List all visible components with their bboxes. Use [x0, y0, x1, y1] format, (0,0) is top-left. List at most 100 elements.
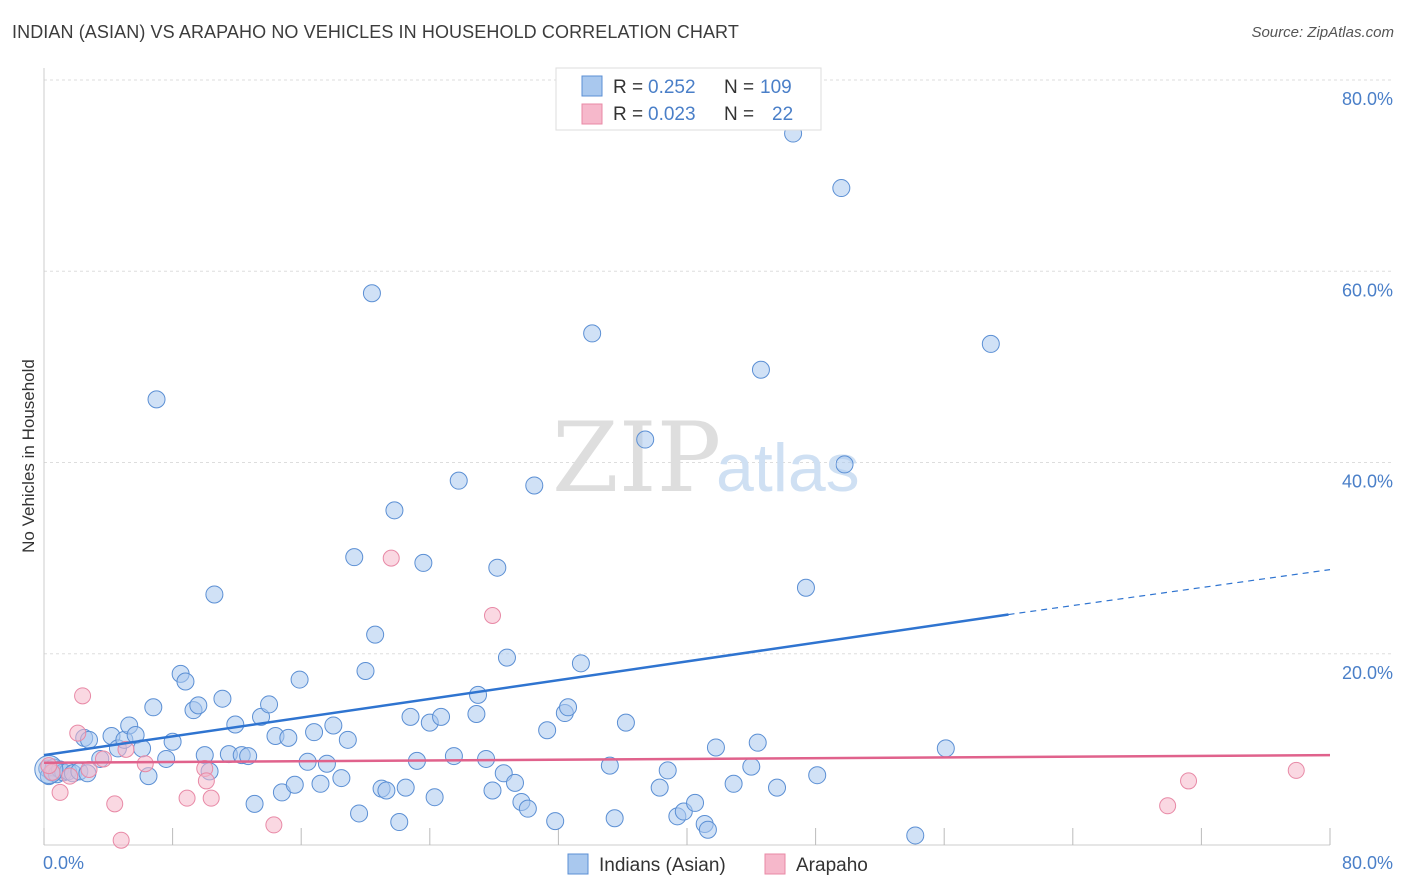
data-point-indians-asian	[698, 820, 717, 839]
stats-legend-swatch-blue	[581, 75, 603, 97]
data-point-indians-asian	[189, 696, 208, 715]
y-tick-label: 80.0%	[1342, 89, 1393, 109]
data-point-arapaho	[197, 772, 215, 790]
data-point-indians-asian	[605, 809, 624, 828]
data-point-indians-asian	[768, 778, 787, 797]
data-point-indians-asian	[751, 360, 770, 379]
data-point-arapaho	[94, 750, 112, 768]
data-point-arapaho	[40, 757, 58, 775]
data-point-indians-asian	[366, 625, 385, 644]
chart-title: INDIAN (ASIAN) VS ARAPAHO NO VEHICLES IN…	[12, 22, 739, 42]
data-point-indians-asian	[616, 713, 635, 732]
data-point-arapaho	[112, 831, 130, 849]
data-point-indians-asian	[317, 754, 336, 773]
x-tick-label: 0.0%	[43, 853, 84, 873]
data-point-indians-asian	[396, 778, 415, 797]
data-point-indians-asian	[290, 670, 309, 689]
data-point-indians-asian	[600, 756, 619, 775]
data-point-indians-asian	[583, 324, 602, 343]
data-point-indians-asian	[401, 707, 420, 726]
data-point-indians-asian	[488, 558, 507, 577]
axes	[43, 68, 1331, 846]
data-point-indians-asian	[147, 390, 166, 409]
data-point-indians-asian	[285, 775, 304, 794]
legend-swatch-arapaho	[764, 853, 786, 875]
stats-legend-r-label: R =	[613, 77, 643, 98]
data-point-indians-asian	[832, 179, 851, 198]
data-point-indians-asian	[245, 794, 264, 813]
data-point-indians-asian	[176, 672, 195, 691]
stats-legend-n-value: 22	[772, 104, 793, 125]
data-point-indians-asian	[444, 747, 463, 766]
data-point-arapaho	[202, 789, 220, 807]
stats-legend-r-value: 0.023	[648, 104, 696, 125]
data-point-indians-asian	[742, 757, 761, 776]
data-point-indians-asian	[497, 648, 516, 667]
data-point-arapaho	[265, 816, 283, 834]
watermark: ZIP atlas	[552, 402, 860, 514]
data-point-indians-asian	[226, 715, 245, 734]
data-point-indians-asian	[906, 826, 925, 845]
trend-line-indians-asian	[43, 613, 1009, 757]
data-point-indians-asian	[356, 661, 375, 680]
data-point-arapaho	[80, 760, 98, 778]
watermark-atlas: atlas	[716, 430, 860, 506]
data-point-indians-asian	[279, 728, 298, 747]
data-point-indians-asian	[449, 471, 468, 490]
data-point-indians-asian	[338, 730, 357, 749]
data-point-indians-asian	[835, 455, 854, 474]
trend-lines	[43, 569, 1331, 765]
data-point-indians-asian	[390, 813, 409, 832]
data-point-indians-asian	[686, 793, 705, 812]
data-point-arapaho	[1287, 761, 1305, 779]
stats-legend-r-label: R =	[613, 104, 643, 125]
data-point-indians-asian	[305, 723, 324, 742]
data-point-indians-asian	[546, 812, 565, 831]
data-point-indians-asian	[414, 553, 433, 572]
watermark-zip: ZIP	[552, 402, 721, 514]
stats-legend: R = 0.252 N = 109 R = 0.023 N = 22	[555, 67, 822, 131]
data-point-indians-asian	[362, 284, 381, 303]
data-point-indians-asian	[469, 685, 488, 704]
data-point-arapaho	[74, 687, 92, 705]
data-point-indians-asian	[724, 774, 743, 793]
trend-line-indians-asian-extension	[1008, 569, 1331, 616]
y-tick-label: 40.0%	[1342, 472, 1393, 492]
data-point-indians-asian	[636, 430, 655, 449]
data-point-arapaho	[117, 740, 135, 758]
data-point-indians-asian	[981, 334, 1000, 353]
data-point-arapaho	[51, 783, 69, 801]
data-point-indians-asian	[796, 578, 815, 597]
y-axis-label: No Vehicles in Household	[19, 359, 38, 553]
stats-legend-n-label: N =	[724, 104, 754, 125]
stats-legend-swatch-pink	[581, 103, 603, 125]
tick-labels: 20.0% 40.0% 60.0% 80.0% 0.0% 80.0%	[43, 89, 1393, 873]
data-point-indians-asian	[936, 739, 955, 758]
data-point-indians-asian	[425, 788, 444, 807]
stats-legend-n-value: 109	[760, 77, 792, 98]
data-point-arapaho	[69, 724, 87, 742]
data-point-indians-asian	[350, 804, 369, 823]
data-point-arapaho	[61, 767, 79, 785]
data-point-indians-asian	[144, 698, 163, 717]
series-arapaho	[40, 549, 1305, 849]
data-point-indians-asian	[706, 738, 725, 757]
data-point-indians-asian	[538, 721, 557, 740]
data-point-indians-asian	[650, 778, 669, 797]
series-indians-asian	[34, 124, 1000, 845]
data-point-arapaho	[106, 795, 124, 813]
data-point-indians-asian	[808, 766, 827, 785]
trend-line-arapaho	[43, 753, 1331, 765]
legend-swatch-indians-asian	[567, 853, 589, 875]
data-point-indians-asian	[345, 548, 364, 567]
data-point-indians-asian	[213, 689, 232, 708]
data-point-arapaho	[382, 549, 400, 567]
data-point-indians-asian	[332, 769, 351, 788]
source-label: Source: ZipAtlas.com	[1251, 24, 1394, 41]
data-point-indians-asian	[260, 695, 279, 714]
data-point-indians-asian	[157, 749, 176, 768]
data-point-indians-asian	[324, 716, 343, 735]
stats-legend-r-value: 0.252	[648, 77, 696, 98]
y-tick-label: 60.0%	[1342, 280, 1393, 300]
